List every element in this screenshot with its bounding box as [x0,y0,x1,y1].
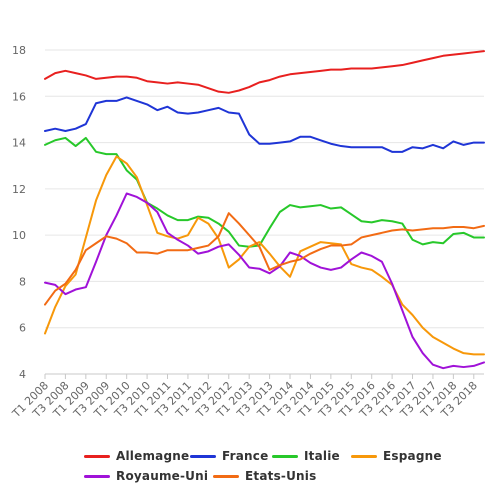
legend-label: Italie [304,449,340,463]
legend-swatch [84,454,110,458]
legend-item-france: France [190,447,268,465]
legend-item-espagne: Espagne [351,447,442,465]
y-tick-label: 18 [12,44,26,57]
y-tick-label: 8 [19,275,26,288]
legend: Allemagne France Italie Espagne Royaume-… [0,444,500,500]
legend-label: Etats-Unis [245,469,317,483]
legend-swatch [84,474,110,478]
y-tick-label: 12 [12,183,26,196]
legend-item-italie: Italie [272,447,340,465]
legend-swatch [272,454,298,458]
y-tick-label: 10 [12,229,26,242]
y-tick-label: 6 [19,322,26,335]
series-line-etats-unis [44,212,485,306]
legend-label: Allemagne [116,449,190,463]
series-line-royaume-uni [44,192,485,370]
legend-item-etats-unis: Etats-Unis [213,467,316,485]
series-line-espagne [44,155,485,356]
legend-swatch [190,454,216,458]
y-tick-label: 14 [12,137,26,150]
legend-swatch [351,454,377,458]
legend-label: Espagne [383,449,442,463]
legend-label: Royaume-Uni [116,469,209,483]
y-tick-label: 16 [12,90,26,103]
y-tick-label: 4 [19,368,26,381]
series-line-allemagne [44,50,485,94]
legend-swatch [213,474,239,478]
grid [45,49,484,375]
series-line-france [44,96,485,153]
legend-item-allemagne: Allemagne [84,447,189,465]
legend-item-royaume-uni: Royaume-Uni [84,467,208,485]
y-axis: 4 6 8 10 12 14 16 18 [12,44,26,381]
legend-label: France [222,449,269,463]
series-lines [44,50,485,370]
